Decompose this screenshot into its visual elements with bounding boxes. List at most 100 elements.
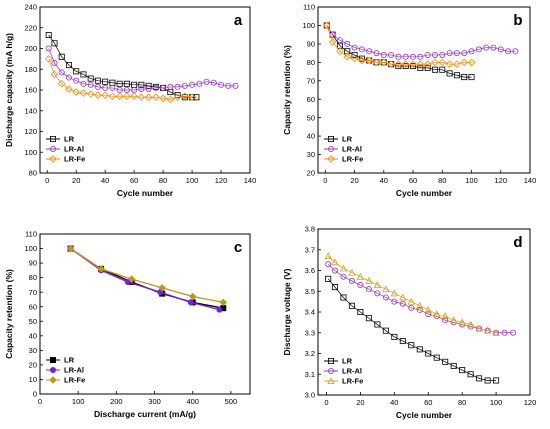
panel-letter: d — [513, 234, 522, 251]
data-point — [210, 79, 217, 86]
series-line — [70, 248, 224, 309]
data-point — [193, 94, 200, 101]
data-point — [416, 60, 425, 68]
legend-label: LR-Fe — [342, 155, 363, 164]
data-point — [51, 40, 58, 47]
y-tick-label: 160 — [24, 86, 37, 95]
data-point — [87, 75, 94, 82]
x-tick-label: 80 — [438, 176, 446, 185]
series-lr-fe — [44, 55, 196, 104]
data-point — [442, 317, 449, 324]
legend-marker — [327, 155, 335, 163]
data-point — [127, 275, 136, 283]
y-tick-label: 40 — [29, 331, 37, 340]
data-point — [336, 47, 344, 56]
y-tick-label: 240 — [24, 3, 37, 12]
legend-label: LR — [342, 135, 353, 144]
data-point — [44, 55, 53, 63]
legend-marker — [327, 367, 334, 374]
legend-marker — [49, 155, 57, 163]
data-point — [51, 60, 58, 67]
data-point — [174, 83, 181, 90]
x-tick-label: 80 — [458, 398, 466, 407]
data-point — [394, 60, 403, 68]
data-point — [382, 327, 389, 334]
x-tick-label: 60 — [409, 176, 417, 185]
legend-marker — [327, 357, 334, 364]
data-point — [79, 89, 88, 97]
data-point — [466, 320, 475, 328]
data-point — [380, 51, 387, 58]
data-point — [340, 273, 347, 280]
data-point — [66, 244, 75, 253]
x-tick-label: 60 — [130, 176, 138, 185]
data-point — [497, 46, 504, 53]
y-tick-label: 3.7 — [305, 245, 315, 254]
data-point — [115, 92, 124, 100]
data-point — [109, 84, 116, 91]
data-point — [57, 80, 66, 88]
data-point — [323, 22, 330, 29]
data-point — [483, 44, 490, 51]
x-tick-label: 140 — [524, 176, 537, 185]
legend-label: LR — [64, 356, 75, 365]
y-tick-label: 60 — [29, 302, 37, 311]
y-tick-label: 120 — [24, 127, 37, 136]
x-tick-label: 400 — [186, 397, 199, 406]
data-point — [441, 312, 449, 320]
series-lr — [67, 245, 227, 312]
data-point — [425, 350, 432, 357]
data-point — [328, 38, 337, 46]
y-tick-label: 40 — [307, 132, 315, 141]
y-axis-label: Discharge voltage (V) — [282, 268, 292, 355]
data-point — [475, 46, 482, 53]
data-point — [158, 284, 166, 292]
data-point — [425, 311, 432, 318]
data-point — [490, 44, 497, 51]
y-tick-label: 70 — [29, 288, 37, 297]
panel-letter: c — [234, 239, 242, 256]
data-point — [348, 277, 355, 284]
data-point — [97, 265, 105, 273]
data-point — [73, 77, 80, 84]
x-tick-label: 120 — [215, 176, 228, 185]
data-point — [458, 318, 466, 326]
legend-marker — [50, 356, 57, 363]
data-point — [450, 362, 457, 369]
data-point — [431, 58, 439, 67]
data-point — [323, 21, 331, 30]
data-point — [461, 74, 468, 81]
data-point — [173, 93, 182, 102]
legend-marker — [50, 135, 57, 142]
data-point — [94, 91, 102, 99]
data-point — [351, 51, 358, 58]
data-point — [445, 60, 454, 68]
legend-label: LR-Fe — [64, 155, 85, 164]
y-tick-label: 30 — [307, 150, 315, 159]
y-tick-label: 220 — [24, 23, 37, 32]
data-point — [450, 316, 458, 324]
data-point — [468, 74, 475, 81]
data-point — [152, 84, 159, 91]
legend-label: LR-Fe — [342, 377, 363, 386]
y-tick-label: 70 — [307, 76, 315, 85]
data-point — [203, 78, 210, 85]
legend-marker — [327, 135, 334, 142]
x-tick-label: 0 — [323, 176, 327, 185]
x-tick-label: 120 — [524, 398, 537, 407]
data-point — [181, 82, 188, 89]
data-point — [410, 53, 417, 60]
data-point — [58, 69, 65, 76]
x-tick-label: 0 — [324, 398, 328, 407]
data-point — [343, 53, 352, 61]
data-point — [501, 329, 508, 336]
data-point — [505, 48, 512, 55]
data-point — [453, 50, 460, 57]
data-point — [80, 80, 87, 87]
data-point — [459, 367, 466, 374]
data-point — [218, 81, 225, 88]
data-point — [467, 371, 474, 378]
x-axis-label: Cycle number — [117, 188, 174, 198]
data-point — [475, 324, 483, 332]
